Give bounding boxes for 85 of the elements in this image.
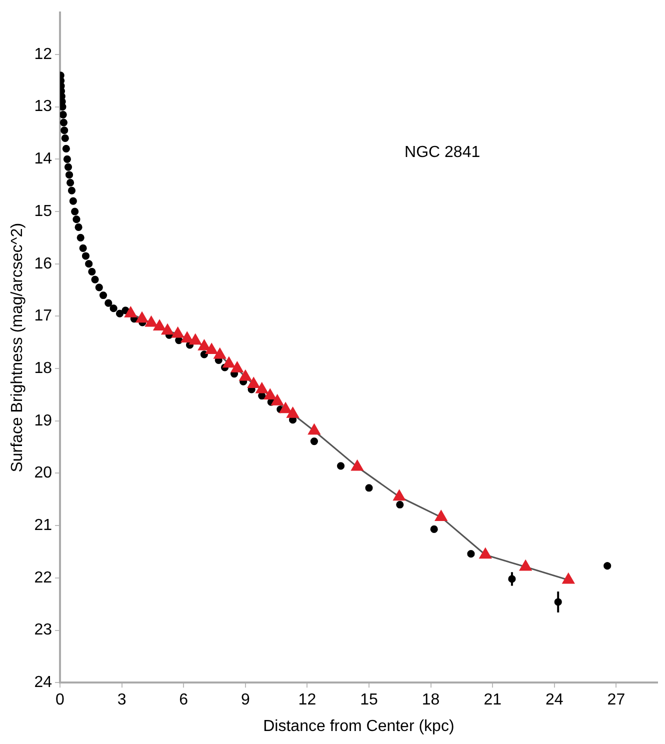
point: [60, 110, 67, 118]
x-tick-label: 24: [546, 692, 564, 709]
point: [181, 332, 194, 342]
point: [479, 548, 492, 559]
point: [60, 126, 68, 134]
point: [430, 525, 438, 534]
point: [68, 186, 76, 194]
x-tick-label: 9: [240, 692, 250, 709]
point: [136, 312, 148, 323]
point: [64, 163, 72, 171]
x-axis-title: Distance from Center (kpc): [263, 718, 454, 735]
y-tick-label: 14: [34, 150, 52, 168]
y-tick-label: 22: [34, 569, 52, 586]
point: [286, 407, 299, 418]
point: [76, 234, 84, 242]
point: [104, 299, 112, 307]
y-tick-label: 19: [34, 412, 52, 430]
point: [154, 320, 166, 330]
point: [336, 462, 345, 470]
point: [248, 377, 260, 388]
point: [162, 324, 174, 335]
point: [198, 340, 210, 350]
point: [124, 306, 137, 318]
x-tick-label: 12: [298, 692, 316, 709]
point: [214, 348, 226, 359]
y-tick-label: 17: [34, 308, 52, 325]
point: [351, 460, 364, 471]
point: [206, 343, 218, 354]
y-tick-label: 16: [34, 255, 52, 272]
y-tick-label: 23: [34, 622, 52, 639]
y-tick-label: 13: [34, 98, 52, 116]
point: [172, 327, 184, 338]
point: [82, 252, 90, 260]
y-tick-label: 15: [34, 202, 52, 220]
x-tick-label: 18: [422, 692, 440, 709]
point: [562, 573, 574, 584]
y-tick-label: 24: [34, 674, 52, 692]
point: [365, 484, 373, 492]
x-tick-label: 15: [360, 692, 378, 709]
point: [280, 402, 292, 414]
point: [91, 276, 99, 284]
point: [61, 134, 69, 142]
point: [310, 437, 318, 446]
point: [110, 304, 118, 312]
x-tick-label: 3: [117, 692, 126, 709]
point: [239, 370, 252, 381]
point: [60, 118, 68, 126]
point: [99, 291, 108, 300]
point: [62, 144, 70, 152]
point: [60, 103, 66, 111]
y-tick-label: 18: [34, 360, 52, 377]
point: [231, 362, 244, 372]
point: [116, 310, 124, 318]
point: [271, 394, 284, 406]
x-tick-label: 6: [179, 692, 188, 709]
point: [63, 155, 72, 163]
point: [85, 260, 93, 268]
point: [396, 500, 404, 508]
point: [74, 223, 82, 232]
y-tick-label: 20: [34, 464, 52, 482]
point: [393, 490, 406, 501]
point: [189, 334, 202, 345]
y-axis-title: Surface Brightness (mag/arcsec^2): [9, 222, 26, 472]
point: [65, 171, 74, 179]
point: [95, 284, 103, 292]
annotation: NGC 2841: [404, 144, 480, 162]
x-tick-label: 0: [56, 692, 65, 709]
point: [520, 560, 532, 571]
point: [88, 268, 96, 276]
x-tick-label: 27: [607, 692, 626, 709]
point: [200, 350, 208, 358]
point: [66, 178, 74, 187]
y-tick-label: 21: [34, 516, 52, 534]
point: [264, 388, 276, 400]
y-tick-label: 12: [34, 46, 52, 63]
point: [435, 510, 448, 521]
point: [72, 216, 80, 224]
point: [145, 316, 158, 327]
point: [79, 244, 87, 252]
point: [71, 208, 79, 216]
point: [256, 382, 268, 394]
x-tick-label: 21: [484, 692, 502, 709]
point: [308, 424, 320, 435]
point: [69, 197, 77, 205]
point: [222, 357, 235, 368]
